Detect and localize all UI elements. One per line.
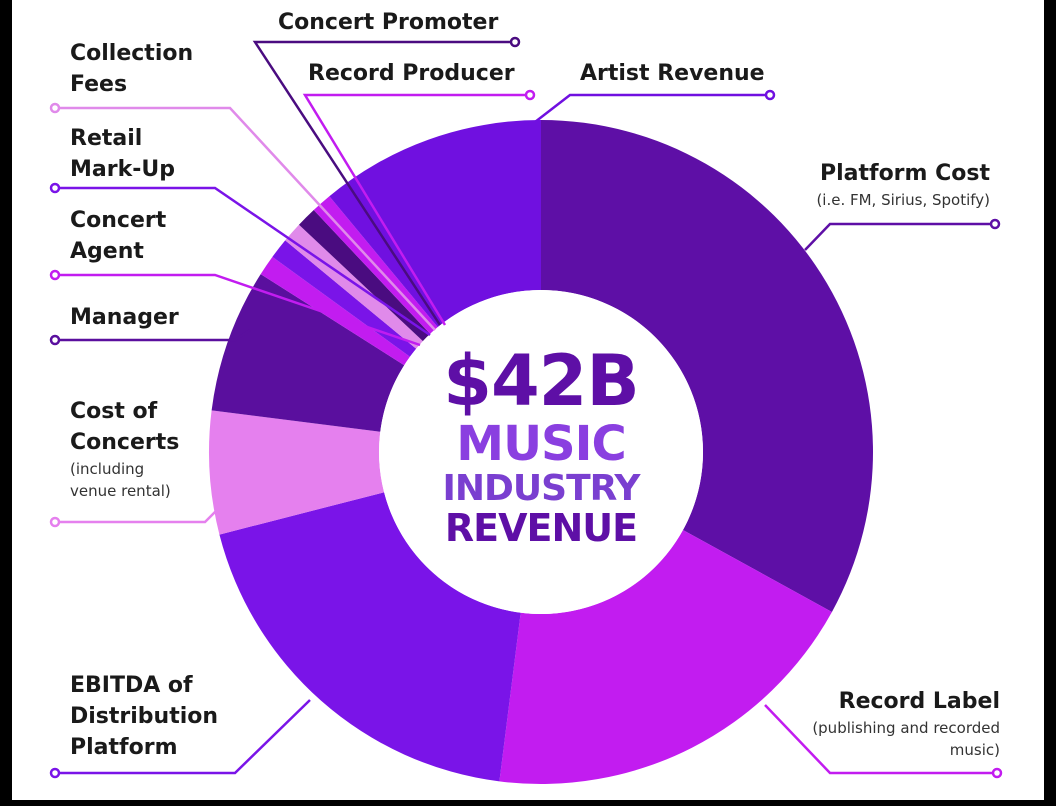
leader-line [55,699,311,775]
category-note: (publishing and recorded music) [812,719,1000,759]
slice-label: Record Producer [308,58,548,89]
leader-dot [991,767,1003,779]
leader-dot [49,182,61,194]
category-note: (including venue rental) [70,460,171,500]
slice-label: Platform Cost (i.e. FM, Sirius, Spotify) [760,158,990,211]
leader-dot [524,89,536,101]
slice-label: Manager [70,302,240,333]
donut-slice [211,274,405,432]
donut-slice [272,240,417,357]
slice-label: Record Label (publishing and recorded mus… [800,686,1000,761]
donut-slice [499,530,832,784]
category-name: Retail Mark-Up [70,126,175,182]
slice-label: Artist Revenue [580,58,800,89]
leader-dot [49,269,61,281]
donut-slice [208,410,385,535]
donut-slice [541,120,873,612]
donut-slice [329,120,541,328]
center-line: REVENUE [444,506,638,550]
center-line: INDUSTRY [442,468,641,509]
slice-label: Collection Fees [70,38,210,100]
donut-slice [219,492,521,782]
leader-dot [764,89,776,101]
category-name: Concert Agent [70,208,167,264]
slice-label: Concert Agent [70,205,210,267]
slice-label: Cost of Concerts (including venue rental) [70,396,195,502]
leader-dot [49,102,61,114]
category-name: Artist Revenue [580,61,765,86]
leader-line [534,93,770,123]
category-name: Platform Cost [819,161,990,186]
leader-line [55,504,223,524]
leader-dot [49,334,61,346]
leader-line [804,222,995,251]
leader-dot [49,767,61,779]
slice-label: Concert Promoter [278,7,538,38]
leader-line [55,186,431,337]
donut-hole [379,290,703,614]
leader-line [252,40,515,326]
category-name: Record Producer [308,61,515,86]
leader-line [55,273,421,347]
leader-dot [989,218,1001,230]
category-name: Record Label [838,689,1000,714]
donut-slice [260,256,410,366]
leader-line [55,328,251,342]
center-amount: $42B [443,340,639,422]
donut-slice [298,209,431,342]
slice-label: EBITDA of Distribution Platform [70,670,240,763]
leader-dot [49,516,61,528]
leader-line [764,704,997,775]
leader-line [55,106,436,331]
category-name: Collection Fees [70,41,194,97]
center-line: MUSIC [456,416,626,472]
category-name: Concert Promoter [278,10,499,35]
leader-dot [509,36,521,48]
donut-slice [285,224,423,349]
category-name: EBITDA of Distribution Platform [70,673,219,760]
leader-line [302,93,530,326]
category-name: Cost of Concerts [70,399,180,455]
category-note: (i.e. FM, Sirius, Spotify) [816,191,990,209]
category-name: Manager [70,305,179,330]
slice-label: Retail Mark-Up [70,123,210,185]
